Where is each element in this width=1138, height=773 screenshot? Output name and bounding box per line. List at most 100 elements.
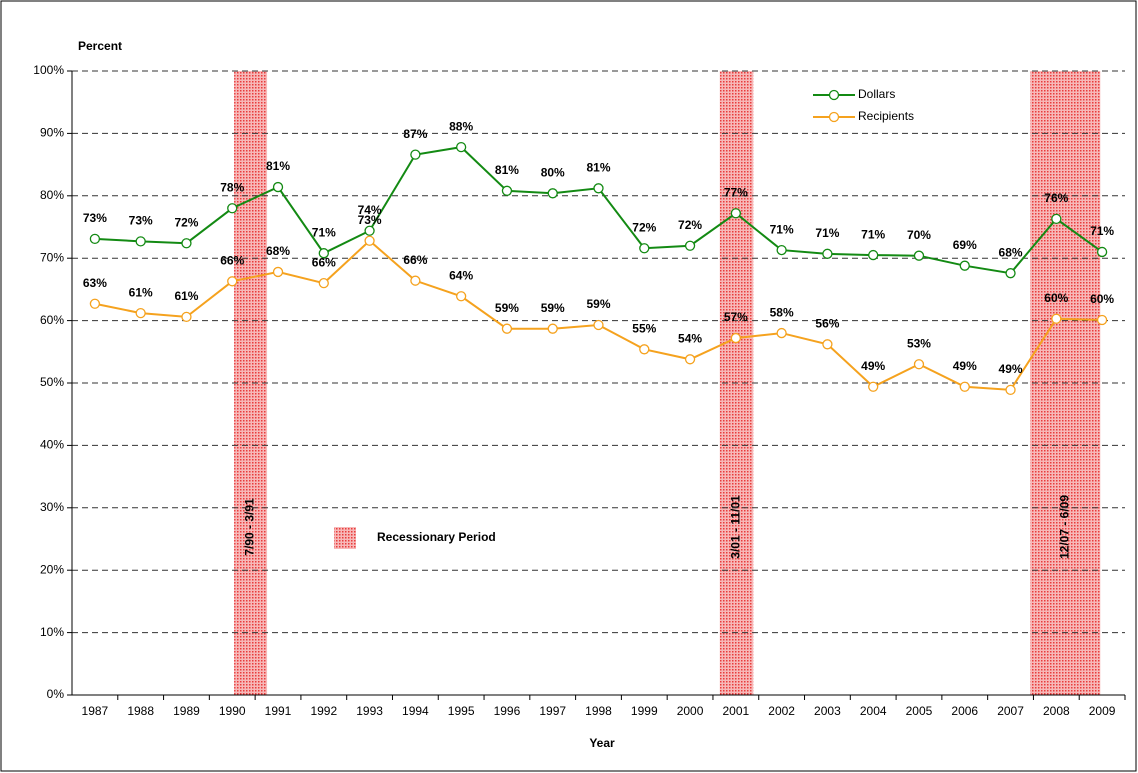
data-label: 72% (678, 218, 702, 232)
point (364, 235, 375, 246)
x-tick-label: 1994 (402, 704, 429, 718)
data-label: 61% (174, 289, 198, 303)
y-tick-label: 50% (40, 375, 64, 389)
x-tick-label: 1999 (631, 704, 658, 718)
data-label: 58% (770, 305, 794, 319)
x-tick-label: 1990 (219, 704, 246, 718)
data-label: 57% (724, 310, 748, 324)
data-label: 68% (266, 244, 290, 258)
y-tick-label: 30% (40, 500, 64, 514)
y-tick-label: 10% (40, 625, 64, 639)
x-tick-label: 1992 (310, 704, 337, 718)
data-label: 66% (403, 253, 427, 267)
data-label: 76% (1044, 191, 1068, 205)
data-label: 64% (449, 268, 473, 282)
data-label: 71% (1090, 224, 1114, 238)
x-tick-label: 2006 (951, 704, 978, 718)
data-label: 60% (1090, 292, 1114, 306)
point (501, 185, 513, 196)
data-label: 71% (861, 227, 885, 241)
x-tick-label: 2004 (860, 704, 887, 718)
point (181, 311, 192, 323)
recession-band (234, 71, 268, 695)
recession-legend-swatch (334, 527, 356, 549)
x-tick-label: 1991 (265, 704, 292, 718)
data-label: 59% (495, 301, 519, 315)
point (684, 240, 696, 251)
recession-label: 7/90 - 3/91 (243, 498, 257, 556)
point (684, 354, 696, 365)
x-tick-label: 1987 (82, 704, 109, 718)
point (868, 249, 879, 261)
point (89, 298, 101, 309)
data-label: 71% (312, 225, 336, 239)
data-label: 73% (358, 213, 382, 227)
point (181, 238, 192, 249)
point (730, 332, 741, 344)
point (1005, 268, 1016, 279)
point (1096, 314, 1108, 326)
data-label: 55% (632, 321, 656, 335)
legend-marker (828, 111, 840, 123)
point (1051, 313, 1062, 324)
y-tick-label: 90% (40, 126, 64, 140)
point (456, 141, 467, 153)
legend-label: Dollars (858, 87, 895, 101)
x-tick-label: 2007 (997, 704, 1024, 718)
point (959, 381, 970, 392)
x-tick-label: 1996 (494, 704, 521, 718)
data-label: 72% (174, 215, 198, 229)
x-tick-label: 1988 (127, 704, 154, 718)
point (318, 248, 329, 259)
point (822, 248, 833, 259)
data-label: 61% (129, 285, 153, 299)
x-tick-label: 2002 (768, 704, 795, 718)
x-tick-label: 2008 (1043, 704, 1070, 718)
data-label: 73% (83, 211, 107, 225)
point (547, 188, 558, 199)
point (364, 225, 375, 236)
x-tick-label: 2005 (906, 704, 933, 718)
y-tick-label: 70% (40, 250, 64, 264)
data-label: 49% (861, 359, 885, 373)
point (913, 359, 925, 370)
point (1051, 213, 1062, 225)
point (501, 323, 513, 334)
point (547, 323, 558, 334)
data-label: 56% (815, 316, 839, 330)
point (1005, 384, 1016, 396)
point (456, 291, 467, 302)
point (318, 278, 329, 289)
point (227, 276, 238, 287)
point (89, 233, 101, 245)
y-tick-label: 100% (33, 63, 64, 77)
point (822, 339, 833, 350)
y-tick-label: 80% (40, 188, 64, 202)
legend-label: Recipients (858, 109, 914, 123)
data-label: 71% (815, 226, 839, 240)
data-label: 69% (953, 238, 977, 252)
point (868, 381, 879, 392)
y-tick-label: 20% (40, 562, 64, 576)
data-label: 53% (907, 336, 931, 350)
x-tick-label: 2000 (677, 704, 704, 718)
y-tick-label: 40% (40, 438, 64, 452)
x-tick-label: 1995 (448, 704, 475, 718)
x-tick-label: 1998 (585, 704, 612, 718)
x-tick-label: 1997 (539, 704, 566, 718)
data-label: 49% (999, 362, 1023, 376)
point (593, 183, 604, 194)
data-label: 73% (129, 214, 153, 228)
x-tick-label: 1989 (173, 704, 200, 718)
point (959, 260, 970, 271)
data-label: 66% (312, 255, 336, 269)
data-label: 59% (541, 301, 565, 315)
point (135, 307, 146, 319)
data-label: 81% (586, 160, 610, 174)
point (730, 208, 741, 219)
legend-marker (828, 89, 840, 101)
data-label: 80% (541, 165, 565, 179)
point (227, 203, 238, 214)
y-tick-label: 60% (40, 313, 64, 327)
